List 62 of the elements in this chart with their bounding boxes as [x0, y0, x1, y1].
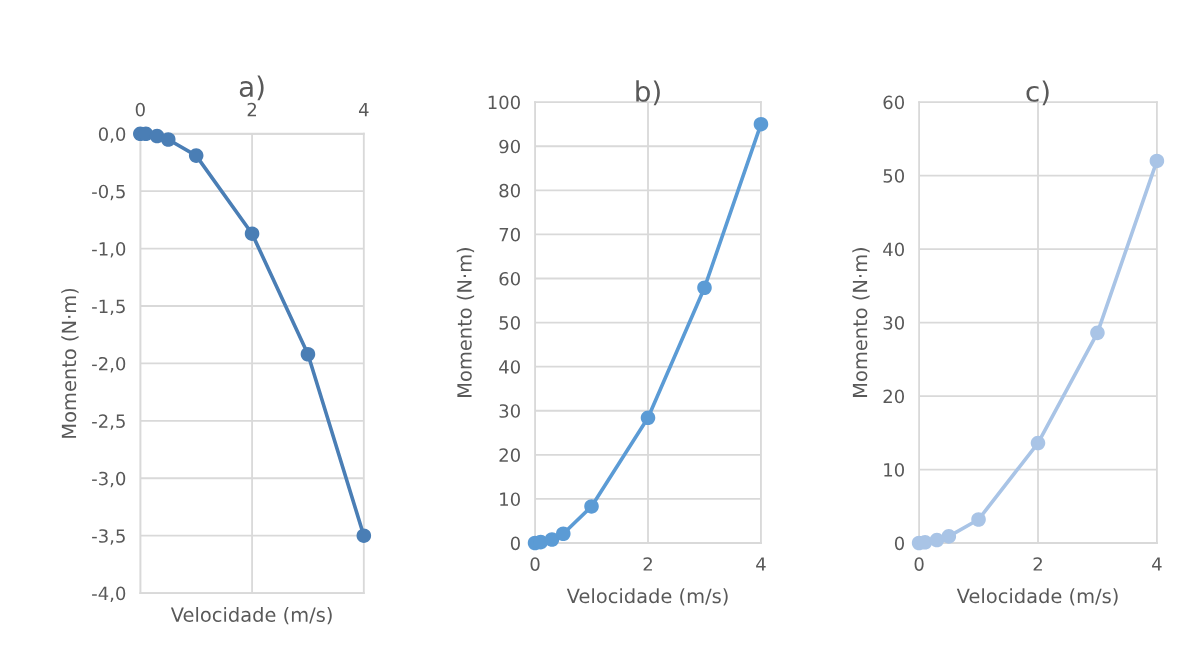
y-tick-label: 20	[883, 389, 905, 404]
y-tick-label: 50	[499, 316, 520, 330]
point	[1090, 325, 1105, 341]
point	[1149, 153, 1165, 169]
x-axis-title: Velocidade (m/s)	[566, 588, 728, 606]
y-tick-label: 50	[883, 169, 905, 183]
point	[300, 346, 316, 362]
point	[584, 499, 599, 514]
point	[697, 280, 712, 296]
y-tick-label: 60	[499, 271, 520, 286]
y-tick-label: 100	[488, 95, 520, 110]
y-axis-title: Momento (N·m)	[61, 288, 79, 438]
x-axis-title: Velocidade (m/s)	[956, 588, 1118, 606]
point	[556, 526, 571, 542]
y-tick-label: 30	[499, 404, 520, 418]
point	[356, 528, 372, 543]
chart-title: a)	[239, 75, 264, 101]
y-tick-label: -3,0	[92, 471, 126, 488]
x-tick-label: 2	[247, 102, 256, 117]
y-tick-label: -0,5	[92, 184, 125, 201]
y-tick-label: 10	[884, 463, 905, 477]
x-tick-label: 2	[1033, 557, 1042, 571]
chart-title: c)	[1026, 80, 1049, 106]
y-tick-label: -1,0	[92, 242, 126, 258]
point	[753, 116, 769, 132]
x-tick-label: 4	[1152, 557, 1162, 571]
y-tick-label: 90	[499, 139, 520, 154]
y-tick-label: 0	[894, 536, 905, 551]
point	[1030, 435, 1046, 451]
x-tick-label: 2	[643, 557, 652, 571]
y-axis-title: Momento (N·m)	[456, 248, 475, 397]
y-tick-label: 20	[499, 448, 520, 462]
point	[188, 148, 204, 163]
x-axis-title: Velocidade (m/s)	[170, 606, 332, 625]
x-tick-label: 4	[358, 102, 369, 117]
y-tick-label: 10	[500, 492, 520, 507]
x-tick-label: 0	[914, 557, 924, 571]
y-tick-label: -3,5	[92, 529, 125, 545]
y-tick-label: 60	[883, 95, 905, 110]
y-axis-title: Momento (N·m)	[852, 248, 870, 397]
y-tick-label: -2,0	[92, 356, 126, 373]
point	[244, 226, 260, 241]
y-tick-label: -4,0	[92, 586, 126, 603]
point	[640, 410, 656, 426]
y-tick-label: -2,5	[92, 414, 125, 430]
chart-title: b)	[636, 80, 660, 106]
x-tick-label: 4	[756, 557, 766, 571]
y-tick-label: 40	[499, 360, 520, 374]
y-tick-label: -1,5	[92, 299, 125, 315]
y-tick-label: 80	[499, 183, 520, 198]
y-tick-label: 40	[883, 242, 905, 257]
x-tick-label: 0	[530, 557, 540, 571]
y-tick-label: 0,0	[98, 127, 126, 143]
y-tick-label: 70	[499, 227, 520, 242]
point	[971, 512, 986, 527]
point	[941, 529, 957, 544]
y-tick-label: 30	[883, 316, 905, 330]
point	[544, 532, 560, 547]
point	[929, 532, 945, 548]
x-tick-label: 0	[135, 102, 145, 117]
y-tick-label: 0	[510, 536, 520, 551]
point	[160, 132, 176, 147]
